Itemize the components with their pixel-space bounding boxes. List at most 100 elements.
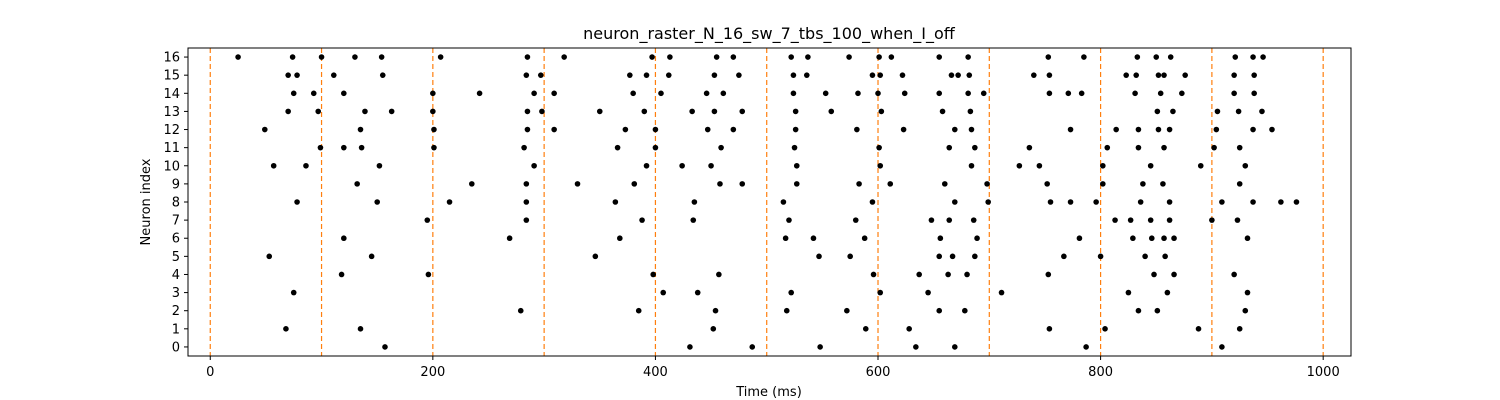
spike-point xyxy=(936,307,943,314)
spike-point xyxy=(430,90,436,97)
spike-point xyxy=(1219,199,1225,205)
spike-point xyxy=(1293,199,1300,205)
spike-point xyxy=(1147,162,1154,169)
spike-point xyxy=(652,144,659,151)
spike-point xyxy=(537,72,544,78)
spike-point xyxy=(1161,72,1167,78)
spike-point xyxy=(945,271,951,278)
spike-point xyxy=(285,72,291,78)
spike-point xyxy=(1123,72,1129,78)
spike-point xyxy=(270,162,277,169)
spike-point xyxy=(285,108,291,115)
spike-point xyxy=(847,253,853,260)
spike-point xyxy=(341,235,347,242)
spike-point xyxy=(900,126,907,133)
spike-point xyxy=(665,72,672,78)
spike-point xyxy=(1219,344,1225,350)
spike-point xyxy=(649,54,655,60)
spike-point xyxy=(341,90,347,97)
spike-point xyxy=(1155,126,1162,133)
spike-point xyxy=(716,271,722,278)
spike-point xyxy=(1148,235,1155,242)
spike-point xyxy=(468,181,475,187)
spike-point xyxy=(730,54,737,60)
spike-point xyxy=(704,126,711,133)
spike-point xyxy=(817,344,823,350)
spike-point xyxy=(1236,181,1243,187)
spike-point xyxy=(854,126,860,133)
spike-point xyxy=(431,144,437,151)
spike-point xyxy=(899,72,906,78)
spike-point xyxy=(877,289,884,296)
spike-point xyxy=(708,162,714,169)
spike-point xyxy=(936,90,943,97)
x-tick-label: 0 xyxy=(206,365,214,380)
y-tick-label: 9 xyxy=(172,177,180,192)
spike-point xyxy=(1047,199,1054,205)
spike-point xyxy=(928,217,935,223)
spike-point xyxy=(524,108,531,115)
spike-point xyxy=(352,54,358,60)
spike-point xyxy=(939,108,946,115)
spike-point xyxy=(524,54,531,60)
spike-point xyxy=(446,199,453,205)
spike-point xyxy=(793,181,800,187)
spike-point xyxy=(388,108,395,115)
spike-point xyxy=(810,235,817,242)
spike-point xyxy=(968,162,975,169)
y-tick-label: 3 xyxy=(172,286,180,301)
spike-point xyxy=(869,199,876,205)
spike-point xyxy=(1278,199,1284,205)
spike-point xyxy=(643,162,650,169)
spike-point xyxy=(539,108,545,115)
spike-point xyxy=(660,289,667,296)
y-tick-label: 5 xyxy=(172,250,180,265)
spike-point xyxy=(828,108,835,115)
spike-point xyxy=(948,72,955,78)
spike-point xyxy=(1236,144,1243,151)
spike-point xyxy=(1100,181,1106,187)
spike-point xyxy=(878,108,885,115)
spike-point xyxy=(968,126,975,133)
x-axis-label: Time (ms) xyxy=(735,385,802,400)
spike-point xyxy=(368,253,375,260)
spike-point xyxy=(1157,90,1164,97)
spike-point xyxy=(1097,253,1104,260)
spike-point xyxy=(792,126,799,133)
spike-point xyxy=(816,253,822,260)
spike-point xyxy=(855,90,861,97)
spike-point xyxy=(937,235,944,242)
spike-point xyxy=(1182,72,1188,78)
spike-point xyxy=(1162,253,1168,260)
spike-point xyxy=(524,126,531,133)
spike-point xyxy=(315,108,322,115)
spike-point xyxy=(235,54,241,60)
spike-point xyxy=(643,72,650,78)
spike-point xyxy=(1160,181,1166,187)
spike-point xyxy=(1067,126,1074,133)
spike-point xyxy=(303,162,309,169)
spike-point xyxy=(358,144,365,151)
spike-point xyxy=(357,326,364,332)
spike-point xyxy=(711,72,718,78)
spike-point xyxy=(283,326,289,332)
spike-point xyxy=(1250,126,1256,133)
spike-point xyxy=(294,72,300,78)
spike-point xyxy=(1134,54,1141,60)
spike-point xyxy=(431,126,437,133)
spike-point xyxy=(946,144,953,151)
y-tick-label: 2 xyxy=(172,304,180,319)
spike-point xyxy=(641,108,648,115)
spike-point xyxy=(870,271,877,278)
spike-point xyxy=(289,54,296,60)
spike-point xyxy=(783,307,790,314)
spike-point xyxy=(294,199,300,205)
spike-point xyxy=(1155,72,1162,78)
spike-point xyxy=(913,344,919,350)
y-tick-label: 10 xyxy=(163,159,180,174)
spike-point xyxy=(946,217,953,223)
spike-point xyxy=(1235,108,1242,115)
spike-point xyxy=(1130,235,1136,242)
